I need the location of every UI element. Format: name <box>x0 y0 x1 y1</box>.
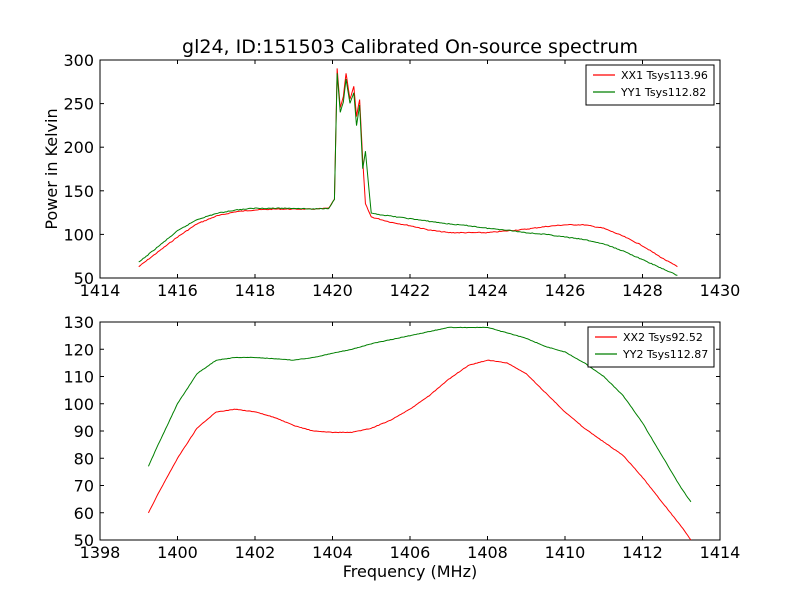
bottom-x-tick-label: 1402 <box>235 543 276 562</box>
bottom-plot: 1398 1400 1402 1404 1406 1408 1410 1412 1414 50 60… <box>63 313 740 562</box>
bottom-legend-label-1: XX2 Tsys92.52 <box>623 331 703 344</box>
top-y-tick-label: 250 <box>63 95 94 114</box>
top-x-tick-label: 1426 <box>545 281 586 300</box>
bottom-y-tick-label: 90 <box>74 422 94 441</box>
bottom-series-line-1 <box>147 359 692 541</box>
top-plot: 1414 1416 1418 1420 1422 1424 1426 1428 1430 50 10… <box>63 51 740 300</box>
bottom-x-tick-label: 1406 <box>390 543 431 562</box>
bottom-y-tick-label: 70 <box>74 477 94 496</box>
bottom-legend-label-2: YY2 Tsys112.87 <box>622 348 708 361</box>
top-legend-label-2: YY1 Tsys112.82 <box>620 86 706 99</box>
bottom-x-tick-label: 1412 <box>622 543 663 562</box>
top-y-tick-label: 50 <box>74 269 94 288</box>
bottom-y-tick-label: 130 <box>63 313 94 332</box>
top-x-tick-label: 1428 <box>622 281 663 300</box>
bottom-y-tick-label: 120 <box>63 340 94 359</box>
bottom-x-axis-label: Frequency (MHz) <box>343 562 477 581</box>
bottom-x-tick-label: 1414 <box>700 543 741 562</box>
top-x-tick-label: 1422 <box>390 281 431 300</box>
bottom-x-tick-label: 1404 <box>312 543 353 562</box>
chart-title: gl24, ID:151503 Calibrated On-source spe… <box>182 36 638 58</box>
top-y-tick-label: 300 <box>63 51 94 70</box>
top-x-tick-label: 1414 <box>80 281 121 300</box>
bottom-y-tick-label: 100 <box>63 395 94 414</box>
top-legend <box>585 64 715 106</box>
top-x-tick-label: 1424 <box>467 281 508 300</box>
top-series-line-1 <box>138 68 678 268</box>
top-y-axis-label: Power in Kelvin <box>42 108 61 229</box>
bottom-x-tick-label: 1408 <box>467 543 508 562</box>
bottom-y-tick-label: 110 <box>63 368 94 387</box>
top-x-tick-label: 1416 <box>157 281 198 300</box>
top-x-tick-label: 1430 <box>700 281 741 300</box>
top-legend-label-1: XX1 Tsys113.96 <box>621 69 708 82</box>
bottom-legend <box>587 326 715 368</box>
bottom-x-tick-label: 1410 <box>545 543 586 562</box>
bottom-x-tick-label: 1400 <box>157 543 198 562</box>
top-y-tick-label: 100 <box>63 225 94 244</box>
bottom-series-line-2 <box>147 326 692 503</box>
top-y-tick-label: 200 <box>63 138 94 157</box>
bottom-y-tick-label: 50 <box>74 531 94 550</box>
bottom-x-tick-label: 1398 <box>80 543 121 562</box>
top-series-line-2 <box>138 73 678 276</box>
top-y-tick-label: 150 <box>63 182 94 201</box>
bottom-y-tick-label: 60 <box>74 504 94 523</box>
bottom-y-tick-label: 80 <box>74 449 94 468</box>
top-x-tick-label: 1418 <box>235 281 276 300</box>
top-x-tick-label: 1420 <box>312 281 353 300</box>
